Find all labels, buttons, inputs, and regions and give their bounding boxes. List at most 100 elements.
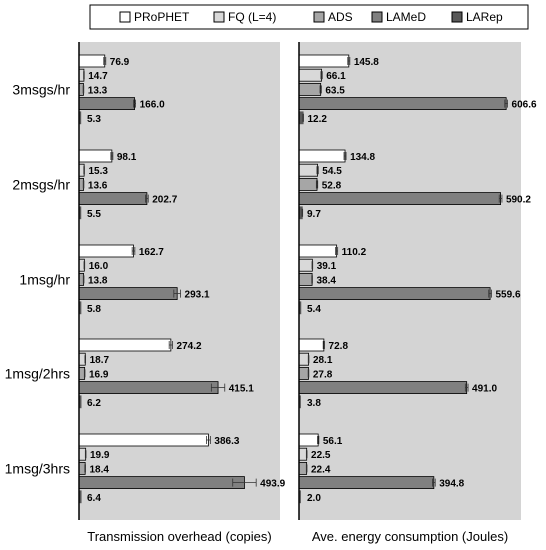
- bar-fq-l-4: [79, 352, 86, 366]
- data-label: 6.2: [87, 398, 101, 409]
- bar-ads: [299, 272, 313, 286]
- bar-fq-l-4: [299, 352, 309, 366]
- data-label: 39.1: [317, 261, 337, 272]
- data-label: 54.5: [322, 166, 342, 177]
- plot-area: 76.914.7 13.3 166.0 5.3 98.1 15.3 13.6 202.7 5.5…: [78, 42, 537, 544]
- data-label: 394.8: [439, 479, 464, 490]
- bar-lamed: [299, 381, 468, 395]
- bar-lamed: [299, 476, 435, 490]
- data-label: 13.8: [88, 275, 108, 286]
- data-label: 63.5: [325, 85, 345, 96]
- category-labels: 3msgs/hr 2msgs/hr 1msg/hr 1msg/2hrs 1msg/3hr…: [5, 81, 71, 476]
- legend-label-larep: LARep: [466, 10, 503, 24]
- bar-prophet: [79, 338, 172, 352]
- legend-label-ads: ADS: [328, 10, 353, 24]
- data-label: 202.7: [152, 195, 177, 206]
- bar-prophet: [79, 149, 113, 163]
- data-label: 18.4: [89, 464, 109, 475]
- data-label: 293.1: [185, 290, 210, 301]
- data-label: 110.2: [342, 247, 367, 258]
- bar-fq-l-4: [79, 258, 85, 272]
- category-label: 1msg/2hrs: [5, 365, 70, 381]
- data-label: 590.2: [506, 195, 531, 206]
- bar-ads: [79, 366, 86, 380]
- data-label: 22.4: [311, 464, 331, 475]
- bar-ads: [79, 461, 86, 475]
- bar-lamed: [79, 476, 245, 490]
- data-label: 386.3: [214, 436, 239, 447]
- bar-lamed: [79, 192, 148, 206]
- data-label: 491.0: [472, 384, 497, 395]
- data-label: 66.1: [326, 71, 346, 82]
- data-label: 27.8: [313, 369, 333, 380]
- bar-lamed: [79, 287, 178, 301]
- data-label: 5.4: [307, 304, 321, 315]
- data-labels: 76.914.7 13.3 166.0 5.3 98.1 15.3 13.6 202.7 5.5…: [87, 57, 286, 504]
- bar-lamed: [299, 97, 507, 110]
- bar-fq-l-4: [299, 68, 322, 82]
- bar-prophet: [299, 149, 346, 163]
- legend-swatch-larep: [451, 11, 463, 23]
- data-label: 5.3: [87, 114, 101, 125]
- legend-label-lamed: LAMeD: [386, 10, 426, 24]
- bar-larep: [79, 395, 82, 409]
- data-label: 274.2: [177, 341, 202, 352]
- data-label: 13.3: [88, 85, 108, 96]
- legend-swatch-fq-l-4: [213, 11, 225, 23]
- bar-prophet: [299, 54, 350, 68]
- data-labels: 145.8 66.1 63.5 606.6 12.2 134.8 54.5 52.8 590.2…: [307, 57, 537, 504]
- data-label: 606.6: [512, 100, 537, 111]
- data-label: 166.0: [140, 100, 165, 111]
- panel-1: 76.914.7 13.3 166.0 5.3 98.1 15.3 13.6 202.7 5.5…: [78, 42, 286, 544]
- data-label: 56.1: [323, 436, 343, 447]
- data-label: 98.1: [117, 152, 137, 163]
- data-label: 559.6: [495, 290, 520, 301]
- bar-ads: [299, 461, 308, 475]
- bar-prophet: [299, 338, 325, 352]
- bar-lamed: [79, 97, 136, 110]
- bar-prophet: [299, 244, 338, 258]
- category-label: 1msg/hr: [19, 271, 70, 287]
- bar-prophet: [299, 433, 319, 447]
- data-label: 16.9: [89, 369, 109, 380]
- bar-ads: [299, 366, 309, 380]
- data-label: 19.9: [90, 450, 110, 461]
- panel-background: [79, 42, 280, 520]
- data-label: 72.8: [329, 341, 349, 352]
- data-label: 28.1: [313, 355, 333, 366]
- data-label: 5.8: [87, 304, 101, 315]
- data-label: 162.7: [139, 247, 164, 258]
- data-label: 9.7: [307, 209, 321, 220]
- bar-prophet: [79, 433, 209, 447]
- data-label: 415.1: [229, 384, 254, 395]
- bar-lamed: [299, 287, 491, 301]
- x-axis-label: Ave. energy consumption (Joules): [312, 529, 508, 544]
- bar-larep: [79, 206, 82, 220]
- data-label: 15.3: [88, 166, 108, 177]
- category-label: 3msgs/hr: [12, 81, 70, 97]
- bar-ads: [299, 83, 322, 96]
- data-label: 38.4: [316, 275, 336, 286]
- data-label: 18.7: [90, 355, 110, 366]
- bars: [299, 54, 508, 504]
- category-label: 2msgs/hr: [12, 176, 70, 192]
- bar-fq-l-4: [299, 447, 308, 461]
- bar-larep: [79, 490, 82, 504]
- data-label: 16.0: [89, 261, 109, 272]
- bar-fq-l-4: [299, 258, 313, 272]
- data-label: 12.2: [308, 114, 328, 125]
- data-label: 22.5: [311, 450, 331, 461]
- data-label: 3.8: [307, 398, 321, 409]
- data-label: 145.8: [354, 57, 379, 68]
- data-label: 5.5: [87, 209, 101, 220]
- legend-swatch-ads: [313, 11, 325, 23]
- data-label: 6.4: [87, 493, 101, 504]
- bar-larep: [79, 111, 82, 125]
- x-axis-label: Transmission overhead (copies): [87, 529, 271, 544]
- data-label: 134.8: [350, 152, 375, 163]
- bar-larep: [299, 301, 302, 315]
- bar-fq-l-4: [79, 447, 87, 461]
- data-label: 493.9: [260, 479, 285, 490]
- data-label: 52.8: [322, 180, 342, 191]
- data-label: 2.0: [307, 493, 321, 504]
